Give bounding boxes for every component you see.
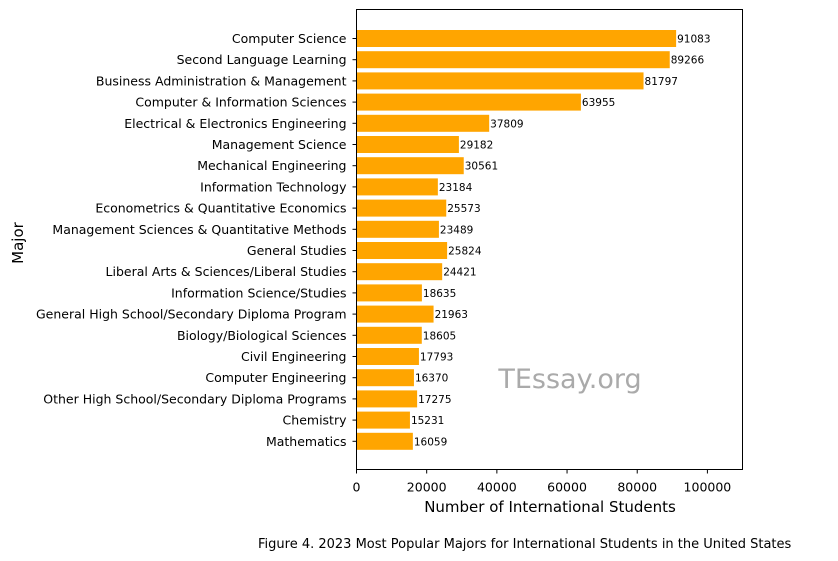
data-label: 16059 — [414, 436, 447, 448]
bar — [356, 157, 464, 175]
category-label: Other High School/Secondary Diploma Prog… — [43, 391, 346, 406]
figure-caption: Figure 4. 2023 Most Popular Majors for I… — [258, 537, 792, 552]
bar — [356, 432, 413, 450]
category-label: Liberal Arts & Sciences/Liberal Studies — [106, 264, 347, 279]
bar — [356, 369, 414, 387]
bar — [356, 30, 677, 47]
data-label: 29182 — [460, 140, 493, 152]
bar — [356, 284, 422, 302]
data-label: 18635 — [423, 288, 456, 300]
data-label: 25573 — [447, 203, 480, 215]
bar — [356, 326, 422, 344]
data-label: 18605 — [423, 330, 456, 342]
bar — [356, 390, 418, 408]
x-axis-title: Number of International Students — [424, 498, 676, 516]
category-label: Mathematics — [266, 434, 347, 449]
bar — [356, 305, 434, 323]
category-label: Management Sciences & Quantitative Metho… — [52, 222, 346, 237]
bar — [356, 93, 581, 111]
bar — [356, 348, 419, 365]
category-label: Computer & Information Sciences — [135, 95, 346, 110]
bar — [356, 178, 438, 196]
x-axis-ticks: 0 20000 40000 60000 80000 100000 — [353, 469, 732, 495]
data-label: 15231 — [411, 415, 444, 427]
value-labels: 91083 89266 81797 63955 37809 29182 30561 23184… — [411, 34, 711, 449]
category-label: Electrical & Electronics Engineering — [124, 116, 346, 131]
category-label: Information Science/Studies — [171, 285, 346, 300]
data-label: 21963 — [435, 309, 468, 321]
bars-group — [356, 30, 677, 450]
category-label: General Studies — [247, 243, 347, 258]
category-label: Management Science — [212, 137, 347, 152]
bar — [356, 136, 459, 153]
data-label: 91083 — [677, 34, 710, 46]
x-tick-label: 80000 — [617, 480, 657, 495]
x-tick-label: 0 — [353, 480, 361, 495]
x-tick-label: 20000 — [407, 480, 447, 495]
data-label: 23489 — [440, 224, 473, 236]
data-label: 24421 — [443, 267, 476, 279]
category-label: Computer Engineering — [205, 370, 346, 385]
bar — [356, 263, 443, 281]
category-label: Second Language Learning — [177, 52, 347, 67]
category-label: Computer Science — [232, 31, 347, 46]
category-label: General High School/Secondary Diploma Pr… — [36, 307, 347, 322]
x-tick-label: 60000 — [547, 480, 587, 495]
bar — [356, 51, 670, 69]
category-label: Chemistry — [283, 413, 348, 428]
category-labels: Computer Science Second Language Learning… — [36, 31, 357, 449]
bar — [356, 411, 410, 429]
bar — [356, 199, 447, 217]
bar — [356, 114, 490, 132]
category-label: Biology/Biological Sciences — [177, 328, 347, 343]
bar — [356, 72, 644, 90]
data-label: 89266 — [671, 55, 705, 67]
category-label: Information Technology — [200, 179, 347, 194]
data-label: 17275 — [418, 394, 451, 406]
x-tick-label: 100000 — [684, 480, 732, 495]
watermark-text: TEssay.org — [497, 364, 641, 395]
data-label: 23184 — [439, 182, 473, 194]
category-label: Mechanical Engineering — [197, 158, 346, 173]
data-label: 16370 — [415, 373, 448, 385]
y-axis-title: Major — [9, 221, 27, 263]
data-label: 25824 — [448, 246, 482, 258]
data-label: 17793 — [420, 352, 453, 364]
category-label: Econometrics & Quantitative Economics — [95, 201, 346, 216]
x-tick-label: 40000 — [477, 480, 517, 495]
category-label: Business Administration & Management — [96, 73, 347, 88]
data-label: 81797 — [645, 76, 678, 88]
bar — [356, 220, 439, 238]
data-label: 63955 — [582, 97, 615, 109]
data-label: 37809 — [490, 118, 523, 130]
bar — [356, 242, 448, 259]
data-label: 30561 — [465, 161, 498, 173]
plot-frame — [356, 9, 743, 470]
category-label: Civil Engineering — [241, 349, 347, 364]
